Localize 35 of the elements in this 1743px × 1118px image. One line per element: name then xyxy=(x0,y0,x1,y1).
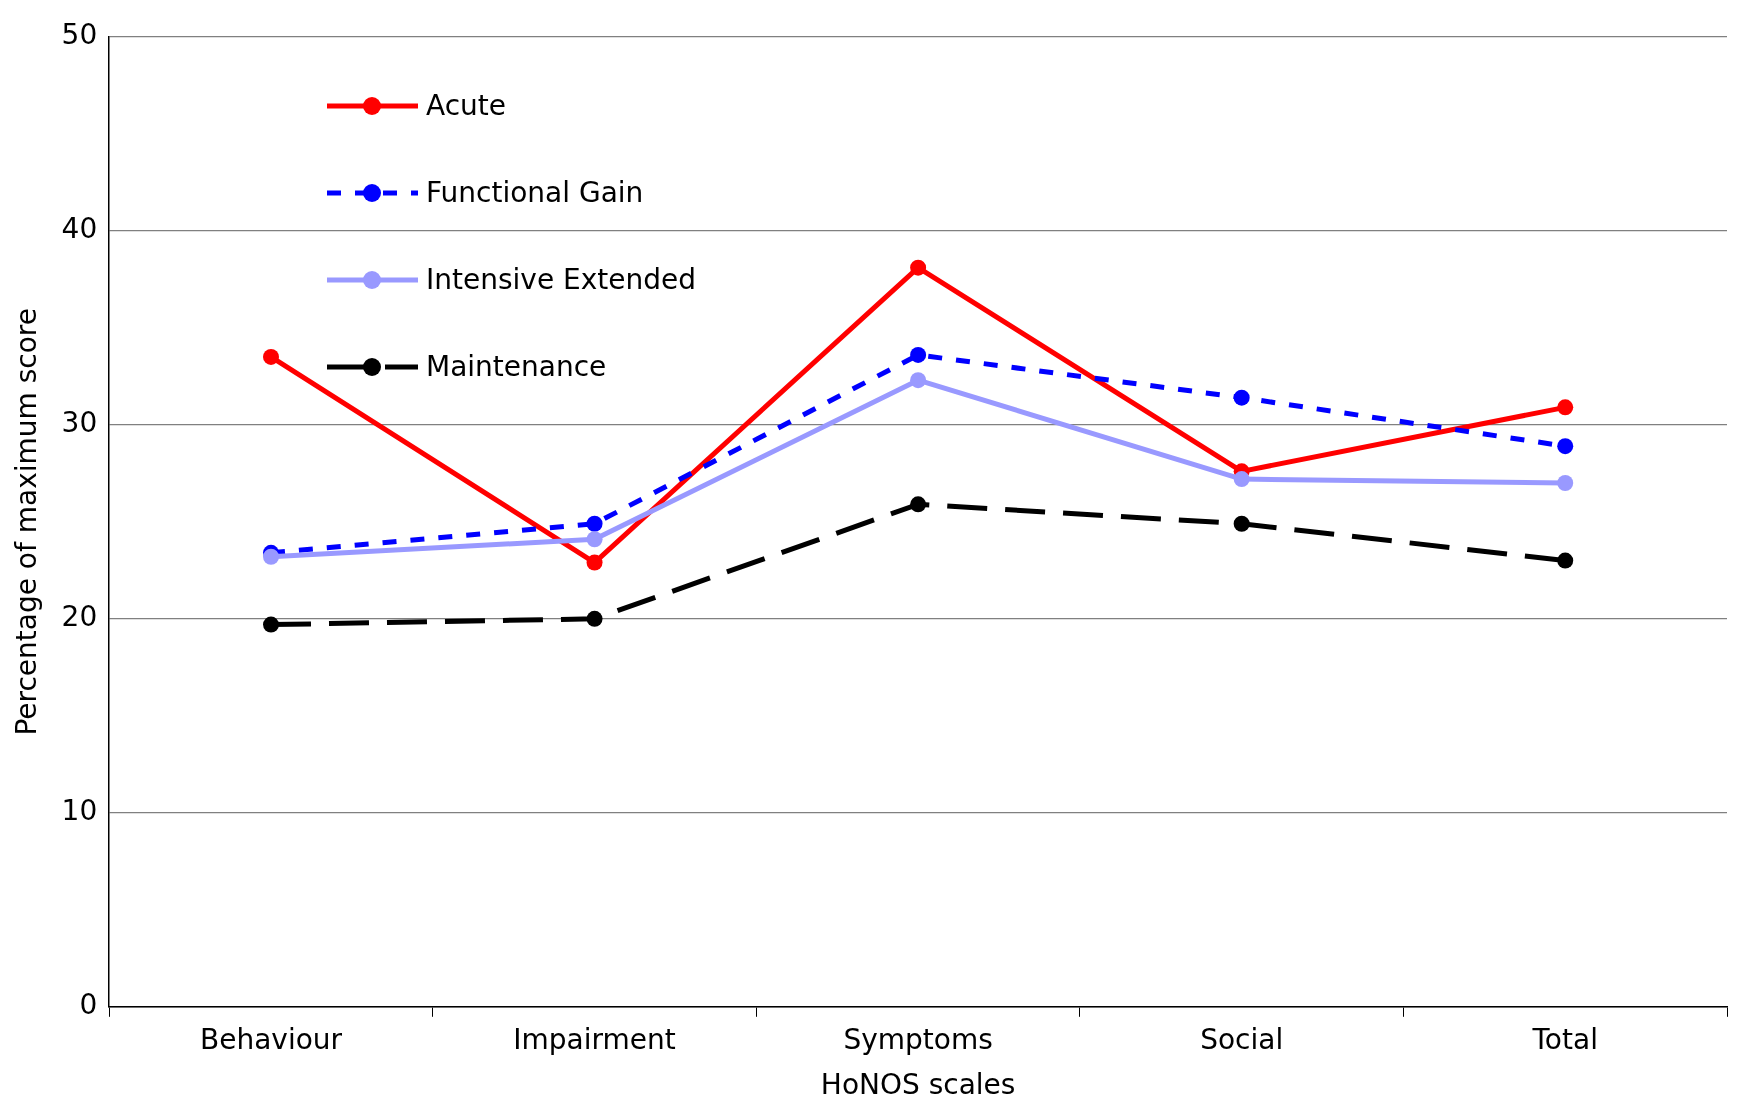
y-tick-label: 0 xyxy=(79,988,98,1022)
point xyxy=(1233,471,1250,488)
point xyxy=(263,348,280,365)
point xyxy=(1557,475,1574,491)
point xyxy=(586,531,603,548)
point xyxy=(586,554,603,571)
point xyxy=(586,610,603,627)
y-axis-title: Percentage of maximum score xyxy=(10,308,44,736)
y-tick-label: 30 xyxy=(61,406,98,440)
x-tick-label: Total xyxy=(1531,1022,1598,1056)
legend-label: Functional Gain xyxy=(426,176,644,209)
legend-label: Acute xyxy=(426,89,507,122)
point xyxy=(263,548,280,565)
legend-label: Intensive Extended xyxy=(426,263,697,296)
point xyxy=(1557,438,1574,455)
point xyxy=(586,515,603,532)
point xyxy=(1557,399,1574,416)
y-tick-label: 10 xyxy=(61,794,98,828)
point xyxy=(910,346,927,363)
point xyxy=(1233,515,1250,532)
point xyxy=(1557,552,1574,569)
x-axis-title: HoNOS scales xyxy=(820,1068,1016,1102)
point xyxy=(910,259,927,276)
y-tick-label: 40 xyxy=(61,212,98,246)
point xyxy=(1233,389,1250,406)
x-tick-label: Social xyxy=(1200,1022,1284,1056)
point xyxy=(910,372,927,389)
y-tick-label: 20 xyxy=(61,600,98,634)
x-tick-label: Behaviour xyxy=(199,1022,343,1056)
x-tick-label: Symptoms xyxy=(843,1022,993,1056)
legend-label: Maintenance xyxy=(426,350,607,383)
y-tick-label: 50 xyxy=(61,18,98,52)
x-tick-label: Impairment xyxy=(513,1022,676,1056)
point xyxy=(910,496,927,513)
point xyxy=(263,616,280,633)
